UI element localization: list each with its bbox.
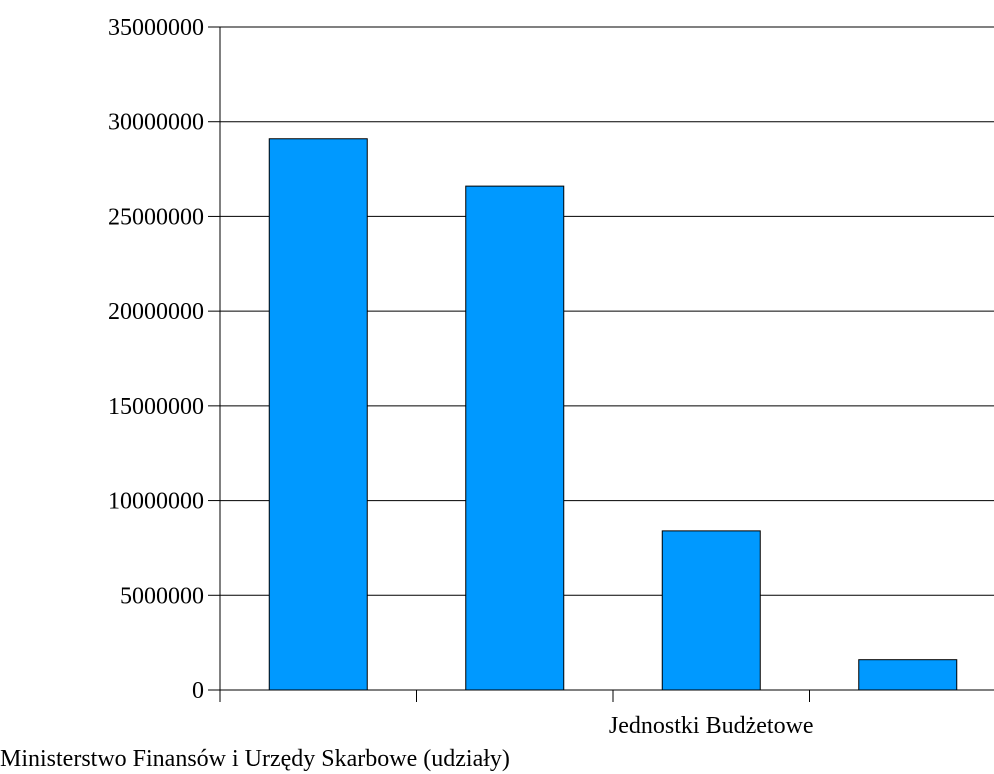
y-tick-label: 0	[192, 678, 204, 704]
y-tick-label: 20000000	[108, 299, 204, 325]
x-category-label: Jednostki Budżetowe	[609, 713, 814, 739]
x-category-label: Ministerstwo Finansów i Urzędy Skarbowe …	[0, 746, 510, 772]
bar	[661, 530, 761, 691]
bars	[268, 138, 958, 691]
y-tick-label: 30000000	[108, 110, 204, 136]
y-tick-label: 10000000	[108, 489, 204, 515]
y-tick-label: 15000000	[108, 394, 204, 420]
bar	[268, 138, 368, 691]
bar	[465, 185, 565, 691]
axes	[208, 26, 994, 702]
y-tick-label: 25000000	[108, 204, 204, 230]
y-tick-label: 5000000	[120, 583, 204, 609]
labels: 0 5000000 10000000 15000000 20000000 25000000…	[0, 15, 814, 772]
bar	[858, 659, 958, 691]
y-tick-label: 35000000	[108, 15, 204, 41]
